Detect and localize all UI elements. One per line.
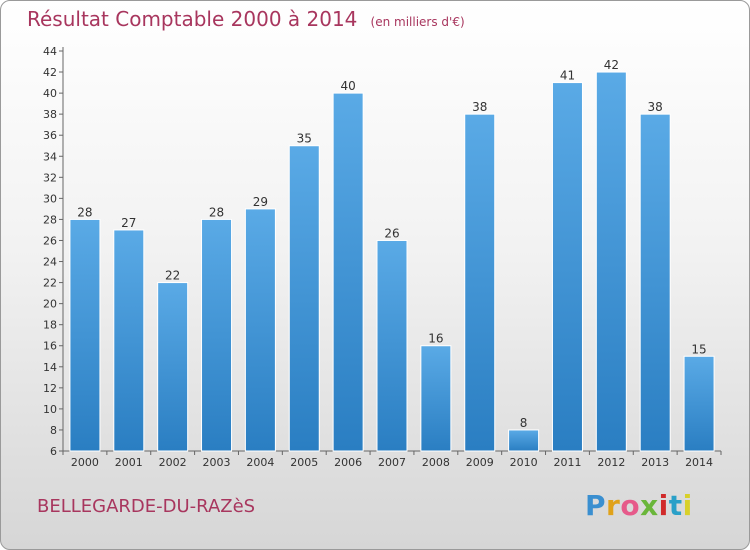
y-tick-label: 18: [43, 319, 57, 332]
bar: [595, 71, 627, 452]
y-tick-label: 26: [43, 234, 57, 247]
chart-title: Résultat Comptable 2000 à 2014 (en milli…: [27, 7, 465, 31]
data-label: 35: [297, 132, 312, 146]
logo-letter: i: [682, 489, 693, 522]
y-tick-label: 24: [43, 256, 57, 269]
bar: [551, 82, 583, 452]
data-label: 38: [472, 100, 487, 114]
bar: [332, 92, 364, 452]
x-tick-label: 2003: [203, 456, 231, 469]
proxiti-logo: Proxiti: [585, 489, 693, 522]
x-tick-label: 2008: [422, 456, 450, 469]
x-tick-label: 2009: [466, 456, 494, 469]
x-tick-label: 2007: [378, 456, 406, 469]
data-label: 38: [648, 100, 663, 114]
data-label: 28: [209, 205, 224, 219]
logo-letter: P: [585, 489, 607, 522]
x-tick-label: 2010: [510, 456, 538, 469]
x-tick-label: 2011: [553, 456, 581, 469]
data-label: 8: [520, 416, 528, 430]
bar: [113, 229, 145, 452]
y-tick-label: 12: [43, 382, 57, 395]
bar: [157, 282, 189, 452]
y-tick-label: 16: [43, 340, 57, 353]
data-label: 16: [428, 332, 443, 346]
y-tick-label: 8: [50, 424, 57, 437]
bar: [69, 218, 101, 452]
x-tick-label: 2004: [246, 456, 274, 469]
y-tick-label: 38: [43, 108, 57, 121]
y-tick-label: 10: [43, 403, 57, 416]
data-label: 42: [604, 58, 619, 72]
bar: [244, 208, 276, 452]
title-main: Résultat Comptable 2000 à 2014: [27, 7, 358, 31]
x-tick-label: 2002: [159, 456, 187, 469]
y-tick-label: 30: [43, 192, 57, 205]
bar: [376, 239, 408, 452]
title-subtitle: (en milliers d'€): [370, 15, 465, 29]
y-tick-label: 34: [43, 150, 57, 163]
bar: [288, 145, 320, 452]
data-label: 29: [253, 195, 268, 209]
y-tick-label: 44: [43, 45, 57, 58]
bar: [508, 429, 540, 452]
logo-letter: x: [640, 489, 659, 522]
y-tick-label: 36: [43, 129, 57, 142]
bar: [201, 218, 233, 452]
y-tick-label: 42: [43, 66, 57, 79]
x-tick-label: 2001: [115, 456, 143, 469]
bar: [464, 113, 496, 452]
x-tick-label: 2012: [597, 456, 625, 469]
bar: [639, 113, 671, 452]
y-tick-label: 6: [50, 445, 57, 458]
bar: [683, 355, 715, 452]
data-label: 15: [691, 342, 706, 356]
data-label: 22: [165, 269, 180, 283]
bar: [420, 345, 452, 452]
place-name: BELLEGARDE-DU-RAZèS: [37, 496, 256, 517]
x-tick-label: 2013: [641, 456, 669, 469]
data-label: 28: [77, 205, 92, 219]
x-tick-label: 2000: [71, 456, 99, 469]
y-tick-label: 20: [43, 298, 57, 311]
x-tick-label: 2005: [290, 456, 318, 469]
logo-letter: i: [658, 489, 669, 522]
y-tick-label: 22: [43, 277, 57, 290]
data-label: 26: [384, 226, 399, 240]
y-tick-label: 32: [43, 171, 57, 184]
y-tick-label: 14: [43, 361, 57, 374]
data-label: 41: [560, 69, 575, 83]
data-label: 40: [340, 79, 355, 93]
y-tick-label: 28: [43, 213, 57, 226]
x-tick-label: 2014: [685, 456, 713, 469]
logo-letter: t: [668, 489, 683, 522]
y-tick-label: 40: [43, 87, 57, 100]
logo-letter: r: [606, 489, 621, 522]
data-label: 27: [121, 216, 136, 230]
logo-letter: o: [620, 489, 641, 522]
x-tick-label: 2006: [334, 456, 362, 469]
